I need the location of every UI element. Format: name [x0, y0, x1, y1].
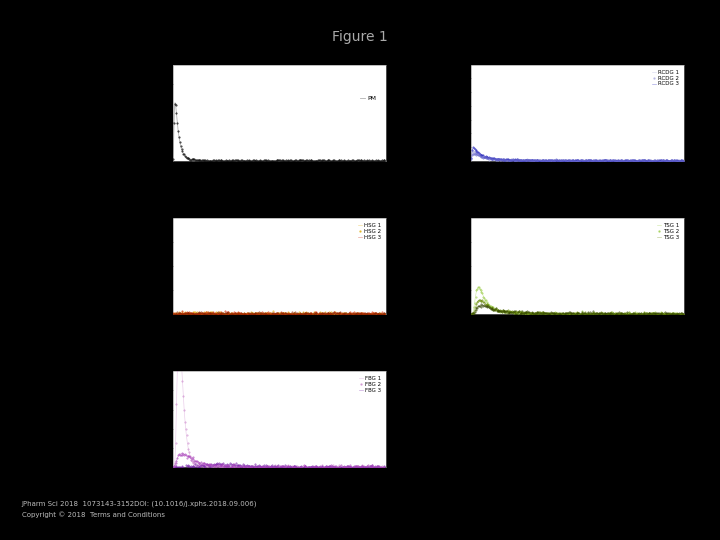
Text: d: d — [428, 211, 436, 220]
X-axis label: mean particle size [µm]: mean particle size [µm] — [242, 325, 317, 330]
Legend: TSG 1, TSG 2, TSG 3: TSG 1, TSG 2, TSG 3 — [654, 221, 681, 242]
Text: c: c — [135, 211, 141, 220]
Legend: FBG 1, FBG 2, FBG 3: FBG 1, FBG 2, FBG 3 — [356, 374, 383, 395]
Text: a: a — [135, 57, 142, 67]
X-axis label: mean particle size [µm]: mean particle size [µm] — [242, 172, 317, 177]
Text: b: b — [428, 57, 436, 67]
Text: Figure 1: Figure 1 — [332, 30, 388, 44]
X-axis label: mean particle size [µm]: mean particle size [µm] — [540, 172, 615, 177]
Legend: RCDG 1, RCDG 2, RCDG 3: RCDG 1, RCDG 2, RCDG 3 — [649, 68, 681, 89]
Legend: HSG 1, HSG 2, HSG 3: HSG 1, HSG 2, HSG 3 — [356, 221, 383, 242]
Legend: PM: PM — [358, 93, 379, 104]
Text: JPharm Sci 2018  1073143-3152DOI: (10.1016/j.xphs.2018.09.006): JPharm Sci 2018 1073143-3152DOI: (10.101… — [22, 500, 257, 507]
X-axis label: mean particle size [µm]: mean particle size [µm] — [540, 325, 615, 330]
Y-axis label: q3 [%/µm]: q3 [%/µm] — [152, 403, 157, 436]
Y-axis label: n3 [%/µm]: n3 [%/µm] — [152, 96, 157, 129]
Y-axis label: n3 [%/µm]: n3 [%/µm] — [450, 96, 455, 129]
Text: 2: 2 — [166, 366, 171, 370]
X-axis label: mean particle size [µm]: mean particle size [µm] — [242, 478, 317, 483]
Y-axis label: q3 [%/µm]: q3 [%/µm] — [450, 249, 455, 282]
Text: Copyright © 2018  Terms and Conditions: Copyright © 2018 Terms and Conditions — [22, 512, 165, 518]
Y-axis label: q3 [%/µm]: q3 [%/µm] — [148, 249, 153, 282]
Text: e: e — [135, 363, 142, 374]
